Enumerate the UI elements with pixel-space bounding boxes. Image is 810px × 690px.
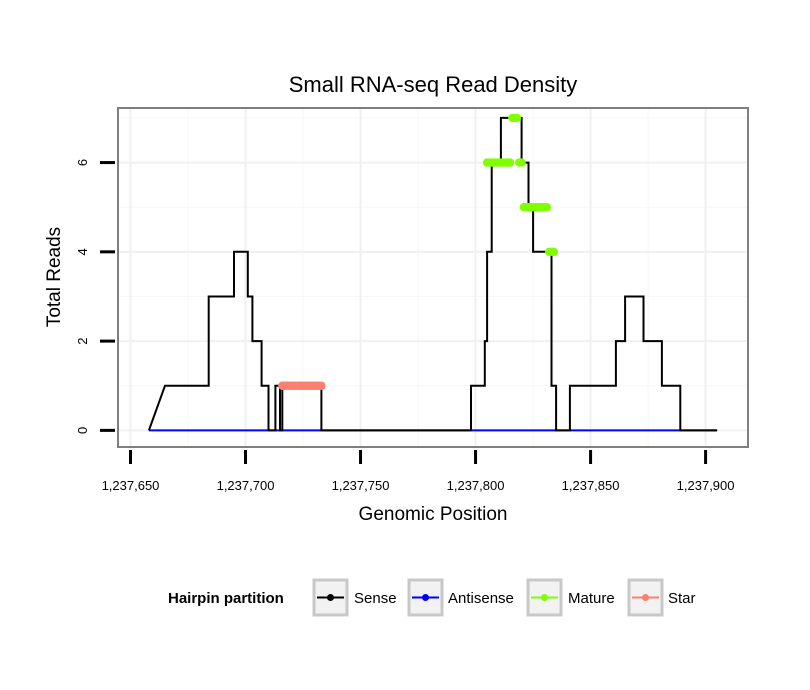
legend-key-point <box>422 594 429 601</box>
y-axis-title: Total Reads <box>44 227 65 327</box>
series-layer <box>147 116 718 432</box>
legend-label-star: Star <box>668 590 696 607</box>
legend-label-antisense: Antisense <box>448 590 514 607</box>
x-tick-label: 1,237,650 <box>102 478 160 493</box>
panel-border <box>117 107 749 448</box>
x-axis-title: Genomic Position <box>359 504 508 525</box>
legend: Hairpin partition Sense Antisense Mature St… <box>168 578 696 617</box>
legend-key-point <box>642 594 649 601</box>
legend-label-sense: Sense <box>354 590 397 607</box>
mature-point <box>505 158 515 167</box>
legend-key-point <box>541 594 548 601</box>
mature-point <box>517 158 526 167</box>
legend-title: Hairpin partition <box>168 590 284 607</box>
legend-key-point <box>327 594 334 601</box>
x-tick-label: 1,237,750 <box>332 478 390 493</box>
x-tick-label: 1,237,850 <box>562 478 620 493</box>
grid <box>119 109 747 446</box>
legend-label-mature: Mature <box>568 590 615 607</box>
y-tick-label: 6 <box>75 159 90 166</box>
series-line-sense <box>147 116 718 432</box>
mature-point <box>512 113 522 123</box>
x-tick-label: 1,237,800 <box>447 478 505 493</box>
mature-point <box>549 247 558 257</box>
star-point <box>317 381 326 390</box>
x-tick-label: 1,237,900 <box>677 478 735 493</box>
axes: 1,237,650 1,237,700 1,237,750 1,237,800 1,23… <box>75 159 735 493</box>
y-tick-label: 4 <box>75 248 90 255</box>
y-tick-label: 0 <box>75 427 90 434</box>
points-layer <box>278 113 558 390</box>
x-tick-label: 1,237,700 <box>217 478 275 493</box>
y-tick-label: 2 <box>75 337 90 344</box>
mature-point <box>542 202 552 212</box>
chart-title: Small RNA-seq Read Density <box>289 72 578 97</box>
